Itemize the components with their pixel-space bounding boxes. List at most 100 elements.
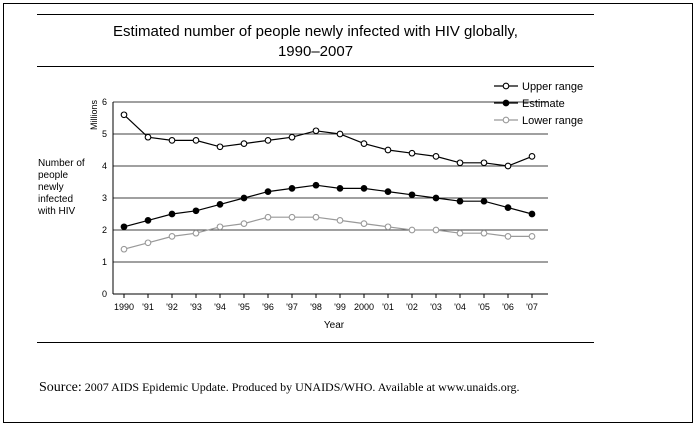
data-point [240, 194, 248, 202]
data-point [456, 229, 464, 237]
data-point [216, 201, 224, 208]
data-point [168, 233, 176, 240]
data-point [528, 210, 536, 218]
data-point [408, 226, 416, 234]
data-point [192, 207, 200, 215]
data-point [384, 146, 392, 154]
data-point [168, 137, 176, 144]
data-point [504, 204, 512, 211]
data-point [312, 181, 320, 189]
x-tick-label: '98 [310, 302, 322, 312]
data-point [408, 149, 416, 157]
data-point [144, 217, 152, 224]
legend-item: Estimate [494, 98, 565, 110]
data-point [288, 213, 296, 221]
x-tick-label: '92 [166, 302, 178, 312]
legend-label: Lower range [522, 115, 583, 127]
legend-item: Lower range [494, 115, 583, 127]
data-point [456, 159, 464, 167]
x-tick-label: '95 [238, 302, 250, 312]
y-axis-description: Number of people newly infected with HIV [38, 158, 98, 218]
ylabel-line: newly [38, 182, 64, 193]
data-point [360, 185, 368, 192]
legend-marker [502, 99, 510, 107]
data-point [384, 188, 392, 195]
x-tick-label: '93 [190, 302, 202, 312]
title-rule [37, 66, 594, 67]
data-point [480, 197, 488, 205]
data-point [504, 162, 512, 170]
source-lead: Source: [39, 380, 82, 395]
data-point [264, 188, 272, 195]
x-axis-title: Year [324, 320, 345, 331]
series-lower-range [120, 213, 536, 253]
data-point [360, 140, 368, 147]
data-point [480, 159, 488, 167]
x-tick-label: 2000 [354, 302, 374, 312]
x-tick-label: '07 [526, 302, 538, 312]
data-point [192, 137, 200, 144]
x-tick-label: '91 [142, 302, 154, 312]
y-tick-label: 0 [102, 289, 107, 299]
data-point [168, 210, 176, 218]
data-point [480, 229, 488, 237]
ylabel-line: people [38, 170, 69, 181]
ylabel-line: infected [38, 194, 74, 205]
x-tick-label: 1990 [114, 302, 134, 312]
x-tick-label: '01 [382, 302, 394, 312]
data-point [336, 130, 344, 138]
x-tick-label: '96 [262, 302, 274, 312]
data-point [144, 239, 152, 247]
legend-item: Upper range [494, 81, 583, 93]
data-point [528, 233, 536, 240]
chart-subtitle: 1990–2007 [277, 43, 354, 60]
top-rule [37, 14, 594, 15]
axes [112, 102, 548, 298]
data-point [264, 213, 272, 221]
legend-marker [502, 82, 510, 90]
series-line [123, 184, 533, 228]
data-point [360, 220, 368, 227]
x-tick-label: '94 [214, 302, 226, 312]
series-group [120, 111, 536, 253]
data-point [264, 137, 272, 144]
data-point [456, 197, 464, 205]
data-point [312, 127, 320, 135]
data-point [120, 111, 128, 119]
x-tick-label: '04 [454, 302, 466, 312]
legend-marker [502, 116, 510, 124]
source-note: Source: 2007 AIDS Epidemic Update. Produ… [39, 380, 519, 396]
ylabel-line: Number of [38, 158, 85, 169]
data-point [192, 229, 200, 237]
y-unit-label: Millions [89, 99, 99, 130]
series-line [123, 114, 533, 167]
x-tick-label: '03 [430, 302, 442, 312]
data-point [144, 133, 152, 141]
y-tick-label: 3 [102, 193, 107, 203]
data-point [216, 223, 224, 231]
data-point [120, 223, 128, 231]
source-text: 2007 AIDS Epidemic Update. Produced by U… [84, 380, 520, 394]
x-tick-label: '06 [502, 302, 514, 312]
data-point [216, 143, 224, 151]
data-point [432, 226, 440, 234]
x-tick-label: '02 [406, 302, 418, 312]
data-point [312, 213, 320, 221]
x-tick-label: '05 [478, 302, 490, 312]
data-point [336, 217, 344, 224]
x-tick-label: '99 [334, 302, 346, 312]
data-point [288, 133, 296, 141]
bottom-rule [37, 342, 594, 343]
series-upper-range [120, 111, 536, 170]
data-point [336, 185, 344, 192]
grid-lines [113, 101, 548, 263]
figure-frame [3, 3, 693, 423]
y-tick-label: 6 [102, 97, 107, 107]
y-tick-label: 2 [102, 225, 107, 235]
series-estimate [120, 181, 536, 231]
data-point [408, 191, 416, 199]
data-point [120, 245, 128, 253]
data-point [432, 194, 440, 202]
data-point [240, 220, 248, 227]
